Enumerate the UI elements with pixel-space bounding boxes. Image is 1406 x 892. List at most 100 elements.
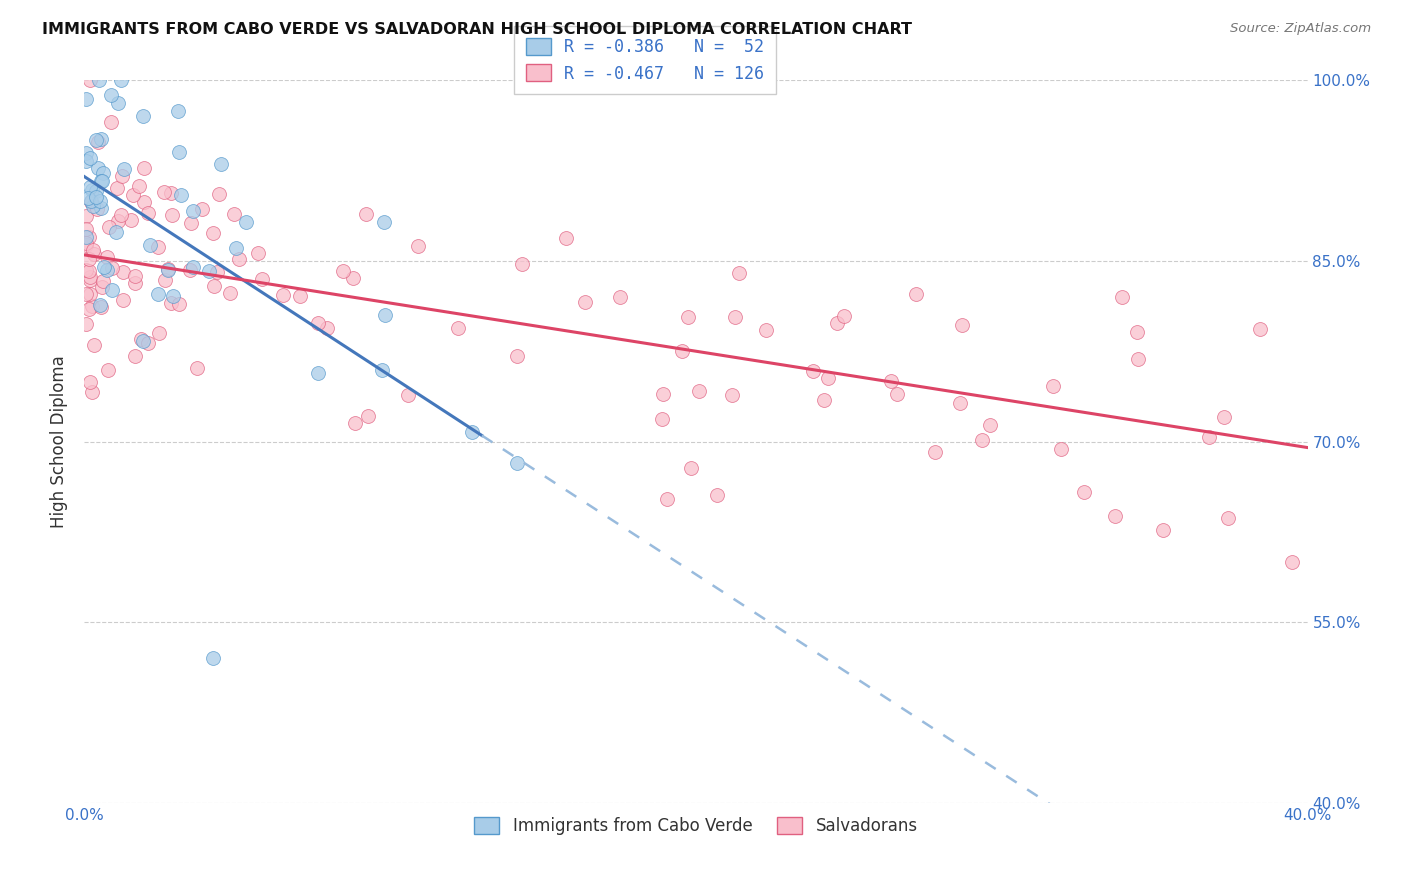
Point [82, 299, 104, 313]
Point [979, 418, 1001, 433]
Point [97, 363, 120, 377]
Point [1126, 325, 1149, 339]
Point [271, 288, 294, 302]
Point [655, 492, 678, 507]
Point [720, 387, 742, 401]
Point [82, 199, 104, 213]
Point [132, 195, 155, 210]
Point [1111, 290, 1133, 304]
Point [183, 204, 205, 219]
Point [357, 409, 380, 424]
Point [396, 388, 419, 402]
Point [80, 183, 103, 197]
Point [461, 425, 484, 439]
Point [1126, 351, 1149, 366]
Point [1249, 322, 1271, 336]
Point [1198, 430, 1220, 444]
Point [506, 456, 529, 470]
Point [90, 201, 112, 215]
Point [307, 366, 329, 380]
Point [179, 263, 201, 277]
Point [225, 241, 247, 255]
Point [79, 273, 101, 287]
Point [813, 392, 835, 407]
Point [112, 293, 135, 307]
Point [79, 73, 101, 87]
Point [574, 295, 596, 310]
Point [146, 286, 169, 301]
Point [208, 186, 231, 201]
Point [124, 276, 146, 290]
Point [75, 145, 97, 160]
Point [79, 376, 101, 390]
Point [75, 236, 97, 251]
Point [77, 252, 100, 266]
Point [316, 321, 339, 335]
Point [75, 317, 97, 331]
Point [157, 263, 180, 277]
Point [79, 269, 101, 284]
Point [1152, 523, 1174, 537]
Point [97, 220, 120, 235]
Point [79, 286, 101, 301]
Point [82, 385, 104, 400]
Point [201, 227, 224, 241]
Point [86, 202, 108, 217]
Point [373, 215, 395, 229]
Point [170, 188, 193, 202]
Point [107, 214, 129, 228]
Point [949, 395, 972, 409]
Point [678, 310, 700, 324]
Point [89, 298, 111, 312]
Point [671, 344, 693, 359]
Point [84, 190, 107, 204]
Point [1073, 484, 1095, 499]
Point [506, 349, 529, 363]
Point [224, 207, 246, 221]
Legend: Immigrants from Cabo Verde, Salvadorans: Immigrants from Cabo Verde, Salvadorans [468, 810, 924, 841]
Point [250, 272, 273, 286]
Point [235, 215, 257, 229]
Point [105, 181, 128, 195]
Point [1042, 378, 1064, 392]
Point [84, 134, 107, 148]
Point [110, 73, 132, 87]
Point [167, 297, 190, 311]
Point [728, 266, 751, 280]
Point [1212, 410, 1234, 425]
Point [159, 296, 181, 310]
Point [87, 161, 110, 175]
Point [110, 208, 132, 222]
Point [652, 387, 675, 401]
Point [83, 247, 105, 261]
Point [146, 239, 169, 253]
Point [354, 207, 377, 221]
Point [706, 488, 728, 502]
Point [87, 135, 110, 149]
Point [104, 225, 127, 239]
Point [162, 288, 184, 302]
Point [132, 334, 155, 348]
Point [124, 268, 146, 283]
Text: IMMIGRANTS FROM CABO VERDE VS SALVADORAN HIGH SCHOOL DIPLOMA CORRELATION CHART: IMMIGRANTS FROM CABO VERDE VS SALVADORAN… [42, 22, 912, 37]
Point [886, 387, 908, 401]
Text: Source: ZipAtlas.com: Source: ZipAtlas.com [1230, 22, 1371, 36]
Point [80, 194, 103, 208]
Point [247, 246, 270, 260]
Point [75, 209, 97, 223]
Point [153, 273, 176, 287]
Point [120, 213, 142, 227]
Point [202, 279, 225, 293]
Point [755, 323, 778, 337]
Point [77, 301, 100, 316]
Point [688, 384, 710, 398]
Point [79, 263, 101, 277]
Point [112, 265, 135, 279]
Point [90, 174, 112, 188]
Point [75, 154, 97, 169]
Point [75, 238, 97, 252]
Point [84, 184, 107, 198]
Point [681, 460, 703, 475]
Point [91, 174, 114, 188]
Point [148, 326, 170, 340]
